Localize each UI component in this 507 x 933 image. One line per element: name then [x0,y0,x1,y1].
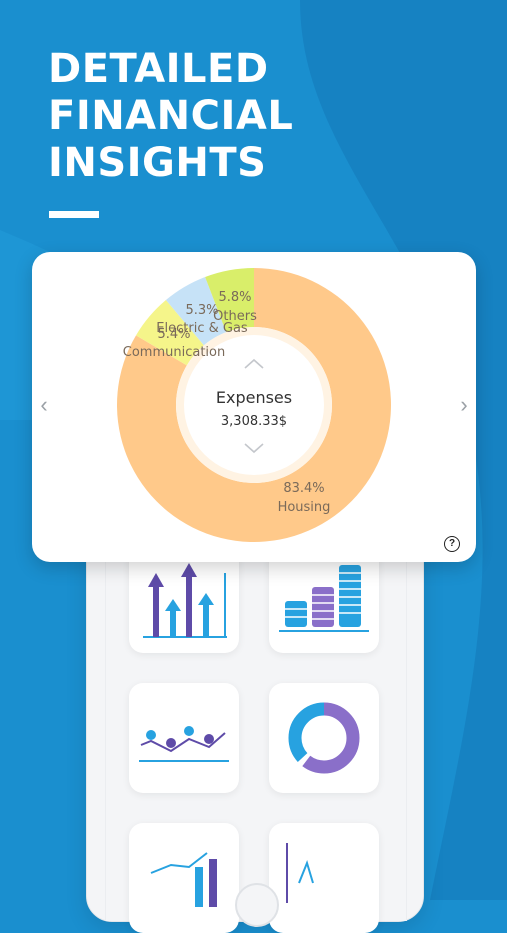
chevron-right-icon[interactable]: › [460,392,468,417]
headline: DETAILED FINANCIAL INSIGHTS [48,46,293,187]
slice-housing-percent: 83.4% [283,481,324,496]
donut-slice-communication[interactable] [136,300,204,366]
donut-slice-others[interactable] [205,268,254,333]
slice-others-label: Others [213,309,257,324]
headline-line-2: FINANCIAL [48,93,294,139]
trend-bar-chart-icon [150,852,217,907]
line-spike-chart-icon [286,843,314,903]
chevron-left-icon[interactable]: ‹ [40,392,48,417]
slice-communication-percent: 5.4% [157,327,190,342]
help-icon[interactable]: ? [444,536,460,552]
slice-housing-label: Housing [278,500,331,515]
slice-communication-label: Communication [123,345,225,360]
slice-electric-gas-percent: 5.3% [185,303,218,318]
tile-line-spike-chart[interactable] [269,823,379,933]
ring-chart-icon [288,702,360,774]
tile-map-pins-line[interactable] [129,683,239,793]
slice-others-percent: 5.8% [218,290,251,305]
map-pins-line-icon [139,726,229,762]
center-title: Expenses [216,388,292,407]
chevron-up-icon[interactable] [244,358,264,369]
chevron-down-icon[interactable] [244,443,264,454]
donut-center [184,335,324,475]
tile-ring-chart[interactable] [269,683,379,793]
headline-line-1: DETAILED [48,46,269,92]
bar-arrows-chart-icon [143,563,227,638]
headline-line-3: INSIGHTS [48,140,267,186]
headline-underline [49,211,99,218]
coin-stacks-icon [279,565,369,632]
tile-trend-bar-chart[interactable] [129,823,239,933]
center-value: 3,308.33$ [221,414,287,429]
home-button[interactable] [235,883,279,927]
donut-slice-electric-gas[interactable] [165,277,227,346]
expenses-card: Expenses 3,308.33$ 83.4% Housing 5.4% Co… [32,252,476,562]
expenses-donut-chart: Expenses 3,308.33$ 83.4% Housing 5.4% Co… [116,268,391,542]
donut-slice-housing[interactable] [116,268,391,542]
phone-mockup [86,520,424,933]
slice-electric-gas-label: Electric & Gas [156,321,248,336]
